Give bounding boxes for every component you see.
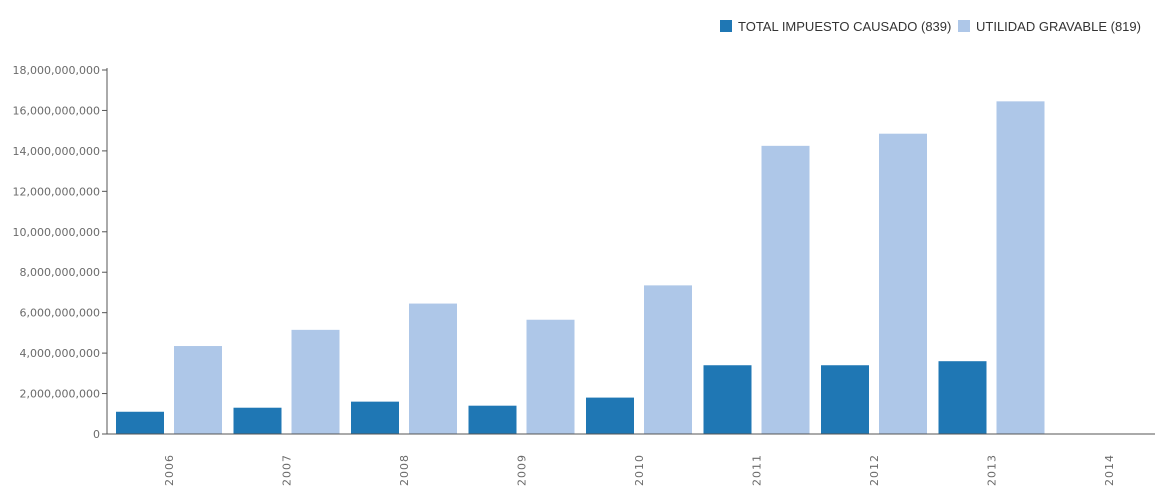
y-tick-label: 16,000,000,000 <box>13 104 100 117</box>
x-tick-label: 2014 <box>1103 454 1116 486</box>
x-tick-label: 2012 <box>868 454 881 486</box>
bar-utilidad-2009[interactable] <box>526 319 575 434</box>
bar-impuesto-2008[interactable] <box>351 401 399 434</box>
bar-utilidad-2010[interactable] <box>644 285 692 434</box>
x-tick-label: 2010 <box>633 454 646 486</box>
y-axis: 0 2,000,000,000 4,000,000,000 6,000,000,000… <box>13 64 108 441</box>
x-tick-label: 2013 <box>986 454 999 486</box>
y-tick-label: 8,000,000,000 <box>20 266 100 279</box>
bar-utilidad-2012[interactable] <box>879 133 927 434</box>
legend-swatch-utilidad <box>958 20 970 32</box>
bar-impuesto-2009[interactable] <box>468 405 517 434</box>
x-axis: 2006 2007 2008 2009 2010 2011 2012 2013 2014 <box>107 433 1155 486</box>
y-tick-label: 2,000,000,000 <box>20 388 100 401</box>
y-tick-label: 18,000,000,000 <box>13 64 100 77</box>
legend: TOTAL IMPUESTO CAUSADO (839) UTILIDAD GRA… <box>720 19 1141 34</box>
bar-utilidad-2006[interactable] <box>174 346 222 434</box>
y-tick-label: 0 <box>93 428 100 441</box>
legend-label-utilidad[interactable]: UTILIDAD GRAVABLE (819) <box>976 19 1141 34</box>
y-tick-label: 12,000,000,000 <box>13 185 100 198</box>
x-tick-label: 2009 <box>516 454 529 486</box>
bar-impuesto-2013[interactable] <box>938 361 987 434</box>
bar-impuesto-2012[interactable] <box>821 365 869 434</box>
legend-swatch-impuesto <box>720 20 732 32</box>
x-tick-label: 2007 <box>281 454 294 486</box>
bar-utilidad-2007[interactable] <box>291 329 340 434</box>
y-tick-label: 6,000,000,000 <box>20 307 100 320</box>
bars <box>116 101 1045 435</box>
bar-impuesto-2006[interactable] <box>116 411 164 434</box>
bar-utilidad-2013[interactable] <box>996 101 1045 434</box>
x-tick-label: 2006 <box>163 454 176 486</box>
bar-impuesto-2010[interactable] <box>586 397 634 434</box>
bar-impuesto-2011[interactable] <box>703 365 752 434</box>
x-tick-label: 2011 <box>751 454 764 486</box>
legend-label-impuesto[interactable]: TOTAL IMPUESTO CAUSADO (839) <box>738 19 951 34</box>
y-tick-label: 10,000,000,000 <box>13 226 100 239</box>
y-tick-label: 14,000,000,000 <box>13 145 100 158</box>
bar-utilidad-2008[interactable] <box>409 303 457 434</box>
x-tick-label: 2008 <box>398 454 411 486</box>
y-tick-label: 4,000,000,000 <box>20 347 100 360</box>
bar-utilidad-2011[interactable] <box>761 145 810 435</box>
bar-impuesto-2007[interactable] <box>233 407 282 434</box>
